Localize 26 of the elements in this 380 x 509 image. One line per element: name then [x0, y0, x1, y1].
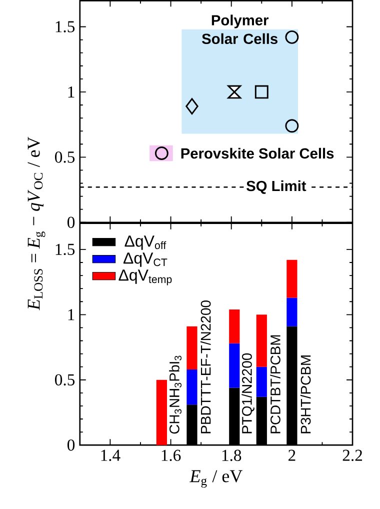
y-tick-label: 0 [68, 216, 75, 228]
legend-label: Perovskite Solar Cells [182, 148, 334, 159]
ref-line-label: SQ Limit [246, 180, 306, 194]
x-tick-label: 1.4 [101, 450, 121, 461]
band-label: Polymer Solar Cells [202, 14, 278, 44]
y-tick-label: 1 [68, 86, 74, 98]
annotation: PTQ1/N2200 [242, 353, 255, 434]
x-tick-label: 2.2 [343, 450, 362, 462]
x-tick-label: 1.8 [222, 450, 242, 462]
y-tick-label: 0.5 [55, 374, 75, 386]
y-tick-label: 1 [68, 309, 74, 320]
annotation: PBDTTT-EF-T/N2200 [200, 300, 211, 434]
y-tick-label: 1.5 [56, 21, 75, 32]
y-tick-label: 0.5 [55, 152, 75, 163]
legend-label: ΔqV$_{CT}$ [124, 252, 168, 267]
annotation: P3HT/PCBM [300, 356, 311, 434]
annotation: CH$_{3}$NH$_{3}$PbI$_{3}$ [169, 356, 182, 434]
annotation: PCDTBT/PCBM [270, 335, 281, 434]
x-tick-label: 1.6 [162, 450, 181, 462]
x-axis-title: E$_{g}$ / eV [190, 470, 243, 488]
legend-label: ΔqV$_{temp}$ [118, 270, 172, 286]
text: E$_{LOSS}$ = E$_{g}$ − qV$_{OC}$ / eV [28, 136, 46, 310]
x-tick-label: 2 [288, 450, 296, 461]
y-tick-label: 1.5 [56, 244, 75, 256]
y-tick-label: 0 [68, 439, 75, 451]
legend-label: ΔqV$_{off}$ [125, 236, 166, 250]
